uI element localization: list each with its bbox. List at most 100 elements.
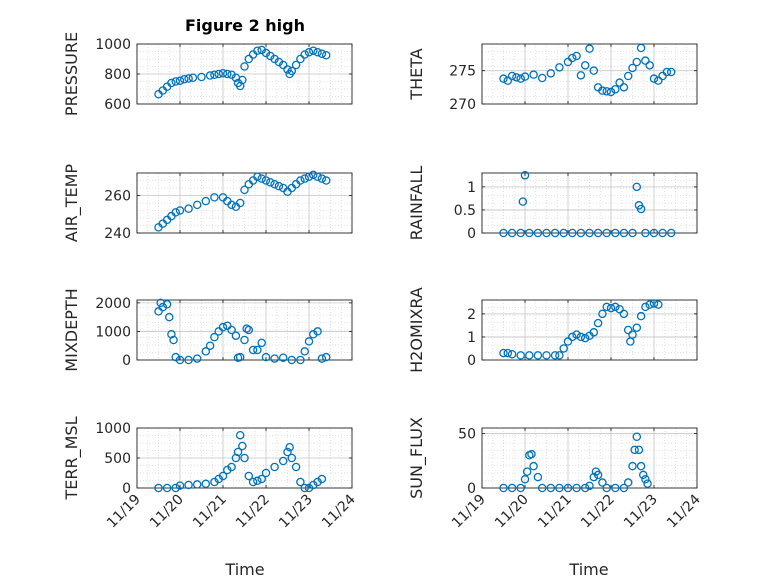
sun_flux-point [585, 481, 594, 491]
rainfall-point [658, 228, 667, 238]
theta-point [666, 67, 676, 77]
theta-point [632, 57, 642, 67]
pressure-series [154, 45, 331, 99]
terr_msl-xtick-label: 11/24 [319, 491, 359, 531]
theta-point [662, 67, 672, 77]
rainfall-series [499, 171, 676, 238]
h2omixra-point [503, 348, 513, 358]
theta-ytick-label: 270 [449, 97, 476, 113]
pressure-ytick-label: 600 [104, 97, 131, 113]
mixdepth-point [235, 352, 245, 362]
theta-point [520, 72, 530, 81]
theta-point [512, 73, 521, 82]
theta-point [645, 61, 654, 70]
terr_msl-point [218, 471, 228, 481]
sun_flux-point [639, 470, 648, 480]
rainfall-point [636, 204, 646, 214]
rainfall-point [525, 228, 534, 238]
mixdepth-point [242, 324, 251, 333]
pressure-point [321, 51, 331, 60]
theta-point [585, 44, 594, 53]
sun_flux-point [529, 461, 538, 471]
mixdepth-point [192, 354, 202, 363]
terr_msl-point [248, 477, 258, 487]
terr_msl-point [175, 481, 185, 490]
mixdepth-point [171, 352, 180, 362]
air_temp-point [309, 170, 318, 180]
h2omixra-point [654, 300, 663, 309]
theta-point [598, 86, 607, 95]
rainfall-point [568, 228, 577, 238]
terr_msl-point [162, 483, 172, 493]
h2omixra-ylabel: H2OMIXRA [407, 287, 426, 373]
theta-point [628, 63, 637, 73]
pressure-point [278, 60, 288, 70]
sun_flux-point [507, 483, 517, 493]
pressure-point [238, 75, 247, 85]
sun_flux-ylabel: SUN_FLUX [407, 417, 427, 499]
theta-point [611, 85, 620, 94]
h2omixra-point [649, 299, 659, 308]
terr_msl-point [317, 474, 327, 484]
sun_flux-point [589, 472, 599, 482]
h2omixra-ytick-label: 2 [467, 307, 476, 323]
pressure-point [171, 77, 180, 86]
theta-series [499, 43, 676, 97]
sun_flux-ytick-label: 0 [467, 481, 476, 497]
sun_flux-point [520, 475, 530, 484]
terr_msl-point [257, 474, 266, 484]
sun_flux-point [636, 461, 646, 471]
rainfall-point [518, 197, 528, 206]
terr_msl-series [154, 430, 327, 493]
rainfall-point [593, 228, 603, 238]
sun_flux-xtick-label: 11/20 [492, 492, 532, 532]
terr_msl-point [240, 453, 249, 463]
pressure-ytick-label: 1000 [95, 37, 131, 53]
sun_flux-point [516, 483, 525, 493]
h2omixra-point [645, 300, 654, 309]
h2omixra-point [641, 302, 650, 312]
theta-point [623, 71, 633, 81]
x-axis-label-right: Time [568, 560, 608, 579]
rainfall-point [520, 171, 530, 180]
h2omixra-point [563, 337, 573, 346]
sun_flux-point [563, 483, 573, 493]
terr_msl-point [291, 462, 301, 472]
theta-point [654, 76, 663, 85]
sun_flux-point [630, 445, 639, 455]
terr_msl-point [244, 471, 254, 481]
air_temp-point [296, 176, 305, 185]
mixdepth-point [154, 307, 163, 316]
air_temp-point [261, 176, 271, 185]
mixdepth-point [278, 353, 288, 362]
terr_msl-xtick-label: 11/21 [190, 492, 230, 532]
pressure-point [287, 66, 297, 76]
mixdepth-point [248, 345, 258, 355]
sun_flux-minor-grid [481, 428, 697, 488]
sun_flux-point [533, 472, 543, 482]
theta-panel: 270 275 THETA [407, 43, 698, 113]
air_temp-ytick-label: 260 [104, 189, 131, 205]
sun_flux-point [580, 483, 590, 493]
mixdepth-point [184, 355, 193, 365]
rainfall-ytick-label: 0.5 [454, 203, 476, 219]
mixdepth-ytick-label: 0 [122, 353, 131, 369]
rainfall-point [585, 228, 594, 238]
pressure-point [244, 54, 254, 64]
pressure-point [300, 50, 309, 59]
sun_flux-point [602, 483, 611, 493]
theta-point [636, 43, 646, 53]
mixdepth-point [162, 300, 172, 309]
pressure-panel: 600 800 1000 PRESSURE [62, 32, 353, 116]
h2omixra-point [516, 351, 525, 360]
theta-point [546, 69, 556, 78]
air_temp-point [171, 208, 180, 217]
mixdepth-point [317, 354, 327, 363]
pressure-point [309, 46, 318, 56]
pressure-point [283, 65, 292, 74]
terr_msl-xtick-label: 11/20 [147, 492, 187, 532]
air_temp-ytick-label: 240 [104, 226, 131, 242]
h2omixra-series [499, 299, 663, 360]
theta-point [537, 73, 547, 83]
